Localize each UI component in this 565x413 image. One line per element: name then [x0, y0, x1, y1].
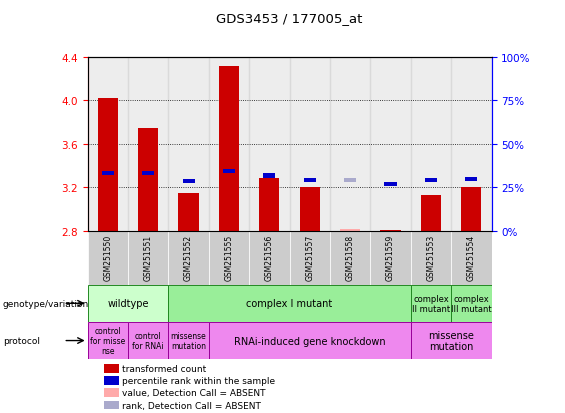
Bar: [182, 179, 194, 184]
Bar: [142, 172, 154, 176]
Bar: [249, 231, 289, 285]
Bar: [168, 285, 411, 322]
Bar: [104, 364, 119, 373]
Bar: [88, 285, 168, 322]
Text: GSM251551: GSM251551: [144, 234, 153, 280]
Text: GSM251558: GSM251558: [346, 234, 355, 280]
Bar: [138, 128, 158, 231]
Text: rank, Detection Call = ABSENT: rank, Detection Call = ABSENT: [122, 401, 261, 410]
Bar: [385, 183, 397, 187]
Bar: [290, 231, 330, 285]
Bar: [98, 99, 118, 231]
Bar: [451, 285, 492, 322]
Text: percentile rank within the sample: percentile rank within the sample: [122, 376, 275, 385]
Bar: [179, 193, 199, 231]
Text: complex
II mutant: complex II mutant: [412, 294, 450, 313]
Bar: [104, 376, 119, 385]
Text: value, Detection Call = ABSENT: value, Detection Call = ABSENT: [122, 389, 266, 397]
Text: GSM251552: GSM251552: [184, 234, 193, 280]
Bar: [219, 66, 239, 231]
Text: GSM251555: GSM251555: [224, 234, 233, 280]
Text: missense
mutation: missense mutation: [171, 331, 206, 350]
Bar: [330, 231, 371, 285]
Text: control
for misse
nse: control for misse nse: [90, 327, 125, 355]
Bar: [168, 231, 209, 285]
Text: protocol: protocol: [3, 336, 40, 345]
Text: GSM251553: GSM251553: [427, 234, 436, 280]
Bar: [168, 322, 209, 359]
Bar: [411, 231, 451, 285]
Bar: [128, 322, 168, 359]
Bar: [421, 195, 441, 231]
Text: GSM251554: GSM251554: [467, 234, 476, 280]
Text: GSM251550: GSM251550: [103, 234, 112, 280]
Bar: [263, 174, 275, 178]
Text: missense
mutation: missense mutation: [428, 330, 474, 351]
Bar: [380, 230, 401, 231]
Bar: [451, 58, 492, 231]
Bar: [371, 231, 411, 285]
Bar: [209, 58, 249, 231]
Bar: [209, 322, 411, 359]
Bar: [104, 401, 119, 410]
Text: transformed count: transformed count: [122, 364, 206, 373]
Bar: [128, 58, 168, 231]
Bar: [425, 178, 437, 183]
Text: wildtype: wildtype: [107, 299, 149, 309]
Bar: [223, 169, 235, 174]
Bar: [299, 188, 320, 231]
Text: complex I mutant: complex I mutant: [246, 299, 333, 309]
Text: GDS3453 / 177005_at: GDS3453 / 177005_at: [216, 12, 363, 25]
Text: control
for RNAi: control for RNAi: [132, 331, 164, 350]
Bar: [411, 58, 451, 231]
Text: GSM251556: GSM251556: [265, 234, 274, 280]
Bar: [102, 172, 114, 176]
Bar: [88, 322, 128, 359]
Bar: [128, 231, 168, 285]
Bar: [411, 322, 492, 359]
Bar: [168, 58, 209, 231]
Bar: [304, 178, 316, 183]
Bar: [330, 58, 371, 231]
Bar: [466, 177, 477, 181]
Bar: [88, 58, 128, 231]
Bar: [371, 58, 411, 231]
Text: genotype/variation: genotype/variation: [3, 299, 89, 308]
Text: complex
III mutant: complex III mutant: [451, 294, 492, 313]
Text: GSM251557: GSM251557: [305, 234, 314, 280]
Bar: [104, 389, 119, 397]
Bar: [344, 178, 356, 183]
Bar: [88, 231, 128, 285]
Bar: [340, 229, 360, 231]
Bar: [259, 178, 280, 231]
Bar: [249, 58, 289, 231]
Bar: [411, 285, 451, 322]
Bar: [461, 188, 481, 231]
Text: RNAi-induced gene knockdown: RNAi-induced gene knockdown: [234, 336, 385, 346]
Bar: [290, 58, 330, 231]
Bar: [451, 231, 492, 285]
Bar: [209, 231, 249, 285]
Text: GSM251559: GSM251559: [386, 234, 395, 280]
